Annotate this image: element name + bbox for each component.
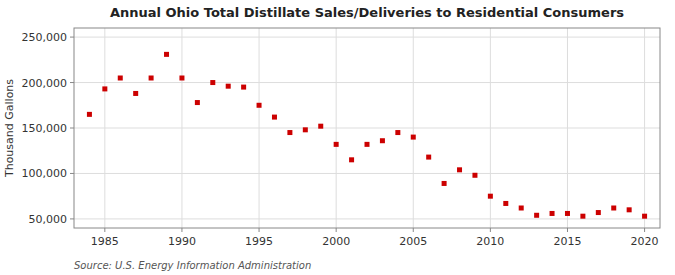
point bbox=[565, 211, 570, 216]
x-grid-line bbox=[567, 28, 568, 228]
point bbox=[642, 214, 647, 219]
grid bbox=[74, 28, 660, 228]
x-tick-label: 1990 bbox=[168, 235, 196, 248]
y-tick bbox=[70, 128, 74, 129]
point bbox=[395, 130, 400, 135]
point bbox=[519, 206, 524, 211]
point bbox=[226, 84, 231, 89]
point bbox=[488, 194, 493, 199]
point bbox=[596, 210, 601, 215]
y-tick-label: 100,000 bbox=[22, 167, 68, 180]
x-grid-line bbox=[644, 28, 645, 228]
point bbox=[503, 201, 508, 206]
point bbox=[318, 124, 323, 129]
point bbox=[257, 103, 262, 108]
y-tick-label: 250,000 bbox=[22, 31, 68, 44]
point bbox=[365, 142, 370, 147]
x-tick bbox=[644, 228, 645, 232]
title: Annual Ohio Total Distillate Sales/Deliv… bbox=[110, 5, 624, 20]
x-tick bbox=[259, 228, 260, 232]
axes: 50,000 100,000 150,000 200,000 250,000 1985 19… bbox=[22, 31, 659, 248]
points bbox=[87, 52, 647, 219]
point bbox=[287, 130, 292, 135]
x-tick-label: 2020 bbox=[631, 235, 659, 248]
y-grid-line bbox=[74, 218, 660, 219]
plot-frame bbox=[74, 28, 660, 228]
point bbox=[102, 86, 107, 91]
point bbox=[210, 80, 215, 85]
point bbox=[303, 127, 308, 132]
point bbox=[611, 206, 616, 211]
y-grid-line bbox=[74, 37, 660, 38]
x-tick-label: 2010 bbox=[476, 235, 504, 248]
x-tick-label: 2005 bbox=[399, 235, 427, 248]
y-tick-label: 200,000 bbox=[22, 77, 68, 90]
x-tick bbox=[181, 228, 182, 232]
point bbox=[133, 91, 138, 96]
x-tick bbox=[567, 228, 568, 232]
point bbox=[195, 100, 200, 105]
y-axis-label: Thousand Gallons bbox=[3, 79, 16, 178]
chart: Annual Ohio Total Distillate Sales/Deliv… bbox=[0, 0, 675, 275]
x-tick bbox=[413, 228, 414, 232]
y-tick bbox=[70, 37, 74, 38]
point bbox=[442, 181, 447, 186]
x-tick bbox=[490, 228, 491, 232]
y-grid-line bbox=[74, 173, 660, 174]
y-tick-label: 50,000 bbox=[29, 213, 68, 226]
point bbox=[272, 115, 277, 120]
x-tick-label: 2015 bbox=[553, 235, 581, 248]
point bbox=[349, 157, 354, 162]
y-tick bbox=[70, 82, 74, 83]
x-grid-line bbox=[259, 28, 260, 228]
x-tick bbox=[336, 228, 337, 232]
point bbox=[118, 76, 123, 81]
point bbox=[457, 167, 462, 172]
point bbox=[149, 76, 154, 81]
point bbox=[380, 138, 385, 143]
point bbox=[334, 142, 339, 147]
x-grid-line bbox=[413, 28, 414, 228]
point bbox=[580, 214, 585, 219]
y-tick-label: 150,000 bbox=[22, 122, 68, 135]
point bbox=[179, 76, 184, 81]
point bbox=[472, 173, 477, 178]
y-grid-line bbox=[74, 128, 660, 129]
x-tick-label: 1985 bbox=[91, 235, 119, 248]
point bbox=[164, 52, 169, 57]
x-grid-line bbox=[181, 28, 182, 228]
source-note: Source: U.S. Energy Information Administ… bbox=[74, 260, 311, 271]
x-tick bbox=[104, 228, 105, 232]
point bbox=[241, 85, 246, 90]
x-grid-line bbox=[104, 28, 105, 228]
x-tick-label: 2000 bbox=[322, 235, 350, 248]
point bbox=[426, 155, 431, 160]
point bbox=[550, 211, 555, 216]
y-tick bbox=[70, 173, 74, 174]
point bbox=[411, 135, 416, 140]
point bbox=[534, 213, 539, 218]
x-tick-label: 1995 bbox=[245, 235, 273, 248]
point bbox=[87, 112, 92, 117]
y-tick bbox=[70, 218, 74, 219]
x-grid-line bbox=[336, 28, 337, 228]
point bbox=[627, 207, 632, 212]
y-grid-line bbox=[74, 82, 660, 83]
